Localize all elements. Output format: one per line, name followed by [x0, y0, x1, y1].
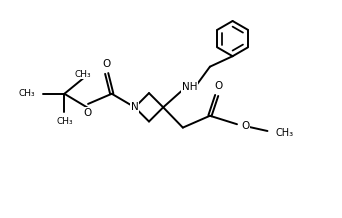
Text: O: O: [83, 108, 92, 118]
Text: CH₃: CH₃: [56, 118, 73, 126]
Text: NH: NH: [182, 82, 197, 92]
Text: N: N: [131, 102, 139, 112]
Text: O: O: [103, 59, 111, 69]
Text: O: O: [241, 121, 250, 131]
Text: CH₃: CH₃: [75, 70, 91, 79]
Text: O: O: [214, 81, 223, 91]
Text: CH₃: CH₃: [19, 89, 36, 98]
Text: CH₃: CH₃: [275, 128, 293, 138]
